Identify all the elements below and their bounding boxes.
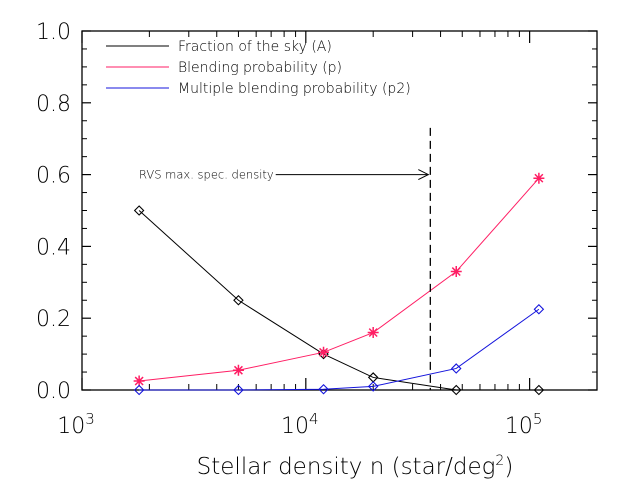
diamond-marker xyxy=(133,384,145,396)
markers xyxy=(133,172,545,396)
y-tick-label: 0.4 xyxy=(36,235,71,260)
series-line-1 xyxy=(139,177,540,382)
y-tick-label: 0.2 xyxy=(36,307,71,332)
legend-label-2: Multiple blending probability (p2) xyxy=(178,81,411,97)
annotation-arrowhead xyxy=(418,169,430,181)
series-line-2 xyxy=(139,308,540,391)
star-marker xyxy=(318,346,330,358)
star-marker xyxy=(450,266,462,278)
diamond-marker xyxy=(233,384,244,396)
diamond-marker xyxy=(318,384,329,395)
legend-label-1: Blending probability (p) xyxy=(178,60,342,76)
reference: RVS max. spec. density xyxy=(139,127,431,390)
y-tick-label: 0.8 xyxy=(36,92,71,117)
ticks: 0.0 0.2 0.4 0.6 0.8 1.0 103 104 105 xyxy=(36,20,598,439)
x-tick-label: 105 xyxy=(505,410,543,439)
legend: Fraction of the sky (A) Blending probabil… xyxy=(106,39,411,97)
y-tick-label: 0.6 xyxy=(36,164,71,189)
diamond-marker xyxy=(450,384,462,396)
star-marker xyxy=(232,364,244,376)
plot-lines xyxy=(138,177,540,391)
diamond-marker xyxy=(533,384,545,396)
diamond-marker xyxy=(450,363,462,374)
series-line-0 xyxy=(138,210,539,391)
star-marker xyxy=(133,375,145,387)
diamond-marker xyxy=(133,205,145,216)
diamond-marker xyxy=(233,294,244,306)
legend-label-0: Fraction of the sky (A) xyxy=(178,39,332,55)
star-marker xyxy=(533,172,545,184)
x-tick-label: 103 xyxy=(57,410,95,439)
y-tick-label: 0.0 xyxy=(36,379,71,404)
diamond-marker xyxy=(533,303,545,315)
annotation-label: RVS max. spec. density xyxy=(139,168,274,182)
x-axis-title: Stellar density n (star/deg2) xyxy=(197,453,514,480)
x-tick-label: 104 xyxy=(281,410,319,439)
y-tick-label: 1.0 xyxy=(36,20,71,45)
diamond-marker xyxy=(367,381,379,392)
star-marker xyxy=(367,327,379,339)
